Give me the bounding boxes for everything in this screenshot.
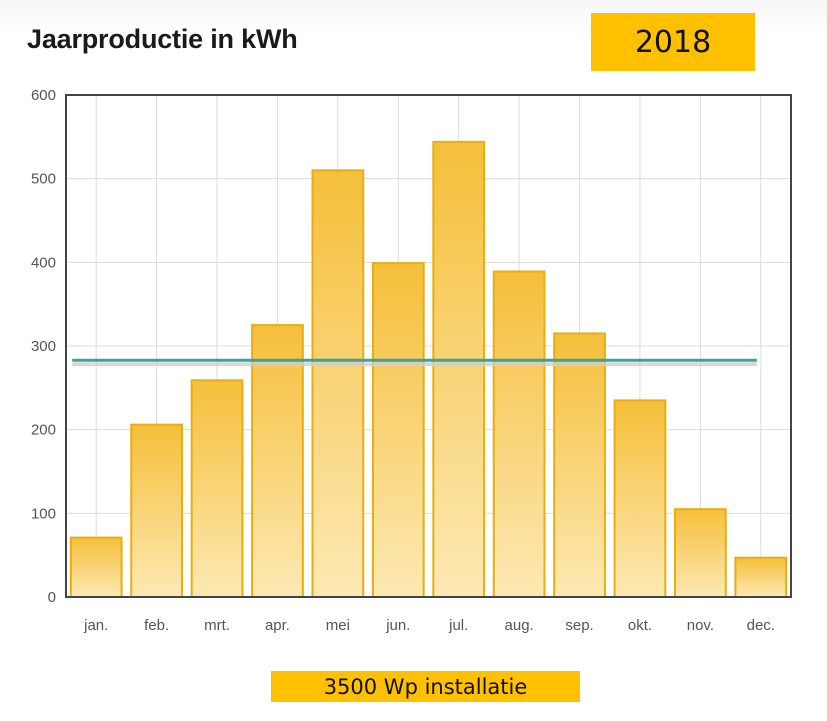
bar-sep	[553, 332, 606, 598]
chart-title: Jaarproductie in kWh	[27, 24, 298, 54]
x-tick-label: mei	[326, 617, 350, 634]
bar-mrt	[190, 379, 244, 599]
y-tick-label: 400	[31, 254, 56, 271]
x-tick-label: feb.	[144, 617, 169, 634]
bar-mei	[311, 169, 365, 599]
x-tick-label: nov.	[687, 617, 714, 634]
year-badge: 2018	[591, 13, 755, 71]
y-tick-label: 200	[31, 422, 56, 439]
installation-badge: 3500 Wp installatie	[271, 671, 580, 702]
bar-jul	[432, 140, 486, 598]
y-tick-label: 500	[31, 171, 56, 188]
x-tick-label: jan.	[83, 617, 108, 634]
bar-jun	[371, 262, 425, 598]
bar-apr	[251, 324, 304, 598]
x-tick-label: dec.	[747, 617, 775, 634]
bar-jan	[69, 536, 123, 599]
x-tick-label: jun.	[385, 617, 410, 634]
x-tick-label: okt.	[628, 617, 652, 634]
y-tick-label: 300	[31, 338, 56, 355]
bar-feb	[130, 423, 183, 598]
bar-chart: 0 100 200 300 400 500 600 jan. feb. mrt. apr. mei ju…	[31, 87, 792, 634]
bar-okt	[613, 399, 667, 598]
x-tick-label: apr.	[265, 617, 290, 634]
x-tick-label: sep.	[565, 617, 593, 634]
x-tick-label: aug.	[505, 617, 534, 634]
bar-dec	[734, 556, 788, 599]
x-tick-label: mrt.	[204, 617, 230, 634]
y-tick-label: 0	[48, 589, 56, 606]
y-tick-label: 100	[31, 505, 56, 522]
plot-frame	[65, 94, 792, 598]
y-tick-label: 600	[31, 87, 56, 104]
bar-nov	[674, 508, 727, 598]
bar-aug	[492, 270, 546, 598]
x-tick-label: jul.	[448, 617, 468, 634]
